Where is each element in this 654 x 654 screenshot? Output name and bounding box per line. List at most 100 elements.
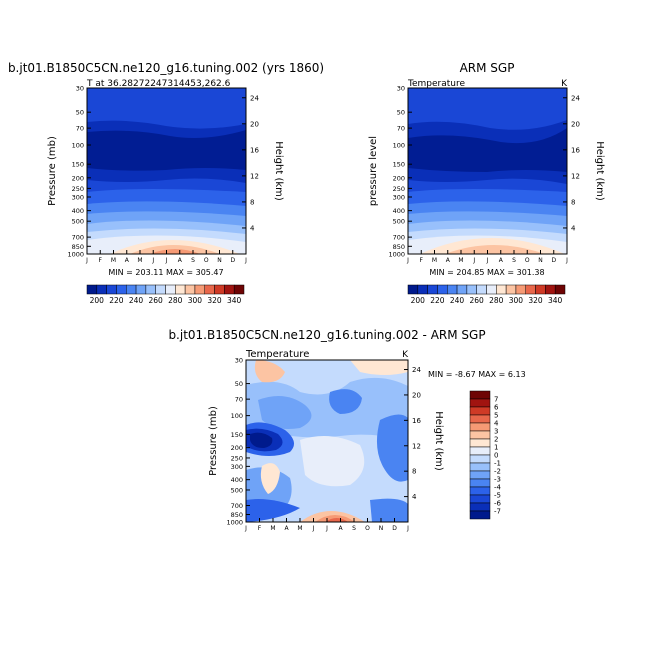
panel-obs-stats: MIN = 204.85 MAX = 301.38 <box>429 268 544 277</box>
panel-model-xtick-label: M <box>111 257 116 264</box>
panel-model-ptick-label: 400 <box>72 207 84 215</box>
colorbar-model-swatch <box>204 284 215 295</box>
panel-model-xtick-label: A <box>125 257 130 264</box>
panel-model-xtick-label: S <box>191 257 195 264</box>
panel-obs-xtick-label: O <box>525 257 530 264</box>
panel-model-xtick-label: J <box>165 257 168 264</box>
colorbar-obs-swatch <box>476 284 487 295</box>
colorbar-diff-label: 3 <box>494 428 498 436</box>
panel-model-ptick-label: 100 <box>72 141 84 149</box>
colorbar-obs-swatch <box>554 284 566 295</box>
colorbar-model-swatch <box>135 284 147 295</box>
colorbar-diff-label: -5 <box>494 492 501 500</box>
panel-obs-xtick-label: J <box>472 257 475 264</box>
panel-obs-xtick-label: A <box>499 257 504 264</box>
colorbar-model-swatch <box>86 284 98 295</box>
panel-diff-ptick-label: 50 <box>235 380 243 388</box>
panel-diff-xtick-label: A <box>338 525 343 532</box>
panel-model-htick-label: 16 <box>250 146 259 154</box>
panel-diff-stats: MIN = -8.67 MAX = 6.13 <box>428 370 526 379</box>
colorbar-diff-swatch <box>469 398 491 408</box>
colorbar-diff-label: 2 <box>494 436 498 444</box>
panel-model-ptick-label: 50 <box>76 109 84 117</box>
colorbar-diff-label: 1 <box>494 444 498 452</box>
panel-model: b.jt01.B1850C5CN.ne120_g16.tuning.002 (y… <box>8 61 324 305</box>
panel-obs-htick-label: 4 <box>571 224 576 232</box>
colorbar-model-swatch <box>96 284 107 295</box>
colorbar-obs-swatch <box>447 284 458 295</box>
panel-diff-xtick-label: J <box>312 525 315 532</box>
colorbar-obs-swatch <box>437 284 448 295</box>
panel-diff-xtick-label: O <box>365 525 370 532</box>
colorbar-diff-swatch <box>469 502 491 512</box>
panel-diff-ptick-label: 850 <box>231 511 243 519</box>
colorbar-model-label: 280 <box>168 296 183 305</box>
panel-diff-ptick-label: 250 <box>231 454 243 462</box>
colorbar-obs-label: 320 <box>528 296 543 305</box>
panel-obs-xtick-label: F <box>420 257 424 264</box>
colorbar-model-label: 340 <box>227 296 242 305</box>
panel-obs-ptick-label: 50 <box>397 109 405 117</box>
colorbar-model-swatch <box>155 284 166 295</box>
panel-model-htick-label: 8 <box>250 198 254 206</box>
panel-diff-htick-label: 16 <box>412 417 421 425</box>
colorbar-model-swatch <box>233 284 245 295</box>
panel-obs-title: ARM SGP <box>460 61 515 75</box>
panel-obs-htick-label: 8 <box>571 198 575 206</box>
panel-obs-ptick-label: 70 <box>397 125 405 133</box>
colorbar-model-swatch <box>126 284 137 295</box>
panel-diff-ptick-label: 300 <box>231 463 243 471</box>
colorbar-model-label: 320 <box>207 296 222 305</box>
colorbar-model-swatch <box>184 284 196 295</box>
panel-model-xtick-label: J <box>244 257 247 264</box>
panel-model-htick-label: 4 <box>250 224 255 232</box>
panel-model-subtitle: T at 36.28272247314453,262.6 <box>86 79 231 89</box>
colorbar-diff-swatch <box>469 462 491 472</box>
colorbar-model-label: 240 <box>129 296 144 305</box>
panel-diff-title: b.jt01.B1850C5CN.ne120_g16.tuning.002 - … <box>168 328 485 342</box>
colorbar-diff-swatch <box>469 414 491 424</box>
colorbar-diff-label: -3 <box>494 476 501 484</box>
colorbar-model-swatch <box>165 284 176 295</box>
colorbar-diff-swatch <box>469 454 491 464</box>
colorbar-obs-swatch <box>515 284 526 295</box>
panel-diff-ptick-label: 70 <box>235 396 243 404</box>
panel-model-xtick-label: F <box>99 257 103 264</box>
colorbar-model-swatch <box>145 284 156 295</box>
colorbar-diff-swatch <box>469 438 491 448</box>
panel-diff-ptick-label: 1000 <box>226 519 243 527</box>
panel-obs-ylabel: pressure level <box>368 136 379 206</box>
panel-obs-htick-label: 24 <box>571 94 580 102</box>
colorbar-diff-label: 4 <box>494 420 499 428</box>
colorbar-model-swatch <box>194 284 205 295</box>
panel-diff-xtick-label: F <box>258 525 262 532</box>
panel-model-ptick-label: 200 <box>72 174 84 182</box>
panel-diff-xtick-label: J <box>406 525 409 532</box>
panel-obs-xtick-label: M <box>432 257 437 264</box>
panel-model-xtick-label: J <box>85 257 88 264</box>
panel-diff-ptick-label: 100 <box>231 412 243 420</box>
panel-diff-ptick-label: 700 <box>231 502 243 510</box>
colorbar-obs-swatch <box>535 284 546 295</box>
panel-model-ptick-label: 850 <box>72 243 84 251</box>
panel-model-ptick-label: 500 <box>72 218 84 226</box>
panel-diff-y2label: Height (km) <box>433 411 444 471</box>
panel-diff-unit: K <box>402 350 409 360</box>
panel-model-ylabel: Pressure (mb) <box>47 136 58 206</box>
colorbar-obs-label: 200 <box>411 296 426 305</box>
panel-obs-xtick-label: D <box>551 257 556 264</box>
panel-model-ptick-label: 30 <box>76 85 84 93</box>
panel-model-stats: MIN = 203.11 MAX = 305.47 <box>108 268 223 277</box>
colorbar-diff-label: -7 <box>494 508 501 516</box>
colorbar-obs-swatch <box>427 284 438 295</box>
colorbar-diff-label: 5 <box>494 412 498 420</box>
panel-obs-htick-label: 16 <box>571 146 580 154</box>
colorbar-diff-swatch <box>469 430 491 440</box>
panel-model-ptick-label: 150 <box>72 161 84 169</box>
panel-obs-ptick-label: 30 <box>397 85 405 93</box>
colorbar-obs-label: 260 <box>470 296 485 305</box>
colorbar-diff-swatch <box>469 406 491 416</box>
panel-diff-xtick-label: M <box>270 525 275 532</box>
colorbar-diff-label: -2 <box>494 468 501 476</box>
colorbar-model-label: 260 <box>149 296 164 305</box>
